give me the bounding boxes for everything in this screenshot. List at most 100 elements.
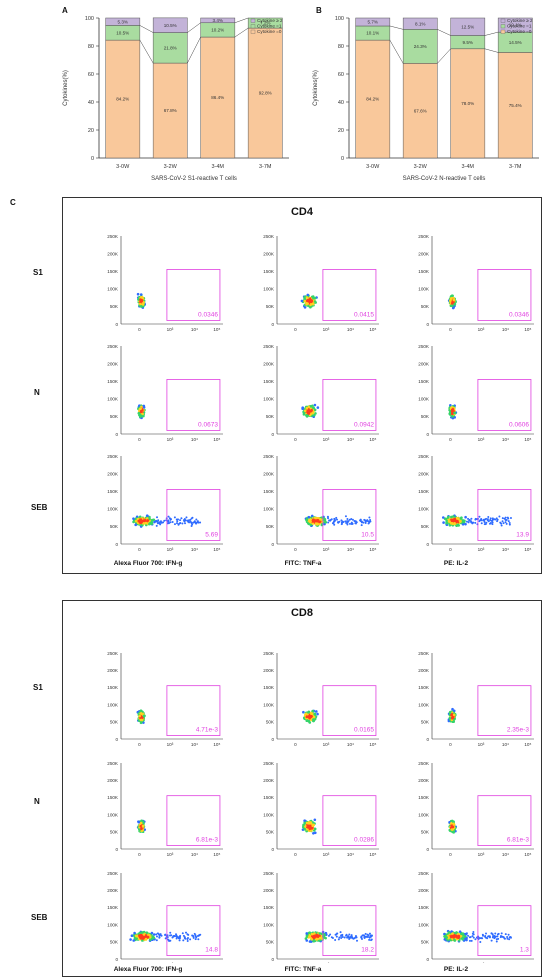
plot-x-tick-label: 10⁵ — [369, 547, 376, 552]
cell-event — [197, 938, 200, 941]
cd4-col-label-ifng: Alexa Fluor 700: IFN-g — [113, 560, 183, 567]
cell-event — [313, 403, 317, 407]
cell-event — [305, 518, 308, 522]
cell-event — [452, 298, 456, 302]
cell-event — [450, 713, 453, 717]
plot-x-tick-label: 10⁴ — [347, 962, 354, 963]
cell-event — [132, 520, 135, 524]
cell-event — [467, 521, 470, 524]
cell-event — [310, 938, 314, 941]
plot-x-tick-label: 0 — [138, 327, 141, 332]
plot-y-tick-label: 150K — [418, 685, 430, 690]
cell-event — [313, 818, 317, 822]
plot-y-tick-label: 100K — [107, 922, 119, 927]
cell-event — [175, 935, 178, 938]
cell-event — [498, 515, 501, 518]
cell-event — [344, 520, 347, 523]
gate-rectangle — [477, 685, 532, 736]
cell-event — [452, 936, 455, 939]
cell-event — [367, 934, 370, 937]
data-label: 24.3% — [414, 44, 427, 49]
plot-x-tick-label: 0 — [449, 437, 452, 442]
cell-event — [491, 523, 494, 526]
cell-event — [369, 519, 372, 522]
plot-x-tick-label: 10⁴ — [191, 962, 198, 963]
cell-event — [313, 831, 317, 835]
cell-event — [461, 522, 465, 526]
legend-swatch — [500, 18, 506, 23]
plot-y-tick-label: 150K — [418, 905, 430, 910]
cell-event — [452, 713, 456, 717]
plot-y-tick-label: 50K — [110, 414, 119, 419]
cell-event — [453, 522, 456, 525]
cell-event — [196, 935, 199, 938]
legend-label: Cytokine =1 — [507, 24, 532, 29]
cell-event — [504, 518, 507, 521]
cell-event — [302, 413, 306, 416]
cell-event — [138, 404, 141, 407]
cell-event — [361, 934, 364, 937]
cell-event — [140, 934, 144, 938]
data-label: 75.4% — [509, 103, 522, 108]
cell-event — [163, 519, 166, 522]
cell-event — [140, 299, 144, 303]
cell-event — [139, 712, 143, 715]
panel-letter-b: B — [316, 6, 322, 15]
cell-event — [484, 935, 487, 938]
flow-plot-s1-2: 250K 200K 150K 100K 50K 0 0 10³ 10⁴ 10⁵ 0.0165 — [263, 651, 379, 747]
cell-event — [336, 518, 339, 521]
data-label: 3.4% — [213, 18, 223, 23]
y-tick-label: 40 — [338, 100, 344, 106]
cell-event — [134, 519, 138, 523]
cd4-col-label-tnfa: FITC: TNF-a — [284, 560, 322, 567]
cell-event — [450, 518, 454, 522]
plot-y-tick-label: 150K — [107, 795, 119, 800]
x-tick-label: 3-7M — [259, 164, 272, 170]
plot-x-tick-label: 10⁴ — [347, 327, 354, 332]
bar-segment — [200, 17, 236, 24]
cell-event — [310, 300, 313, 304]
plot-x-tick-label: 10⁴ — [502, 962, 509, 963]
plot-y-tick-label: 0 — [426, 847, 429, 852]
cell-event — [497, 937, 500, 940]
plot-x-tick-label: 10⁴ — [502, 547, 509, 552]
cell-event — [494, 935, 497, 938]
data-label: 67.6% — [414, 108, 427, 113]
cd4-row-label-n: N — [34, 388, 40, 397]
cell-event — [481, 933, 484, 936]
plot-y-tick-label: 250K — [263, 761, 275, 766]
cell-event — [142, 933, 146, 936]
plot-x-tick-label: 10³ — [323, 852, 330, 857]
cell-event — [458, 520, 462, 523]
plot-y-tick-label: 100K — [263, 397, 275, 402]
cell-event — [506, 516, 509, 519]
cell-event — [310, 514, 314, 518]
plot-y-tick-label: 250K — [418, 234, 430, 239]
plot-y-tick-label: 200K — [107, 361, 119, 366]
cell-event — [141, 939, 144, 942]
cell-event — [173, 516, 176, 519]
cell-event — [309, 822, 313, 825]
cell-event — [348, 937, 351, 940]
connector-line — [234, 17, 249, 23]
cell-event — [341, 935, 344, 938]
plot-y-tick-label: 200K — [107, 471, 119, 476]
plot-y-tick-label: 100K — [418, 922, 430, 927]
cell-event — [492, 935, 495, 938]
cell-event — [470, 521, 473, 524]
cell-event — [144, 937, 148, 941]
flow-plot-n-3: 250K 200K 150K 100K 50K 0 0 10³ 10⁴ 10⁵ 6.81e-3 — [418, 761, 534, 857]
cell-event — [323, 522, 326, 526]
cell-event — [179, 519, 182, 522]
bar-segment — [355, 39, 391, 159]
cell-event — [305, 935, 309, 938]
plot-x-tick-label: 10⁵ — [524, 852, 531, 857]
plot-y-tick-label: 0 — [426, 737, 429, 742]
cell-event — [340, 936, 343, 939]
cell-event — [470, 939, 473, 942]
plot-x-tick-label: 10³ — [323, 547, 330, 552]
cell-event — [349, 522, 352, 525]
cell-event — [302, 823, 305, 827]
cell-event — [487, 520, 490, 523]
